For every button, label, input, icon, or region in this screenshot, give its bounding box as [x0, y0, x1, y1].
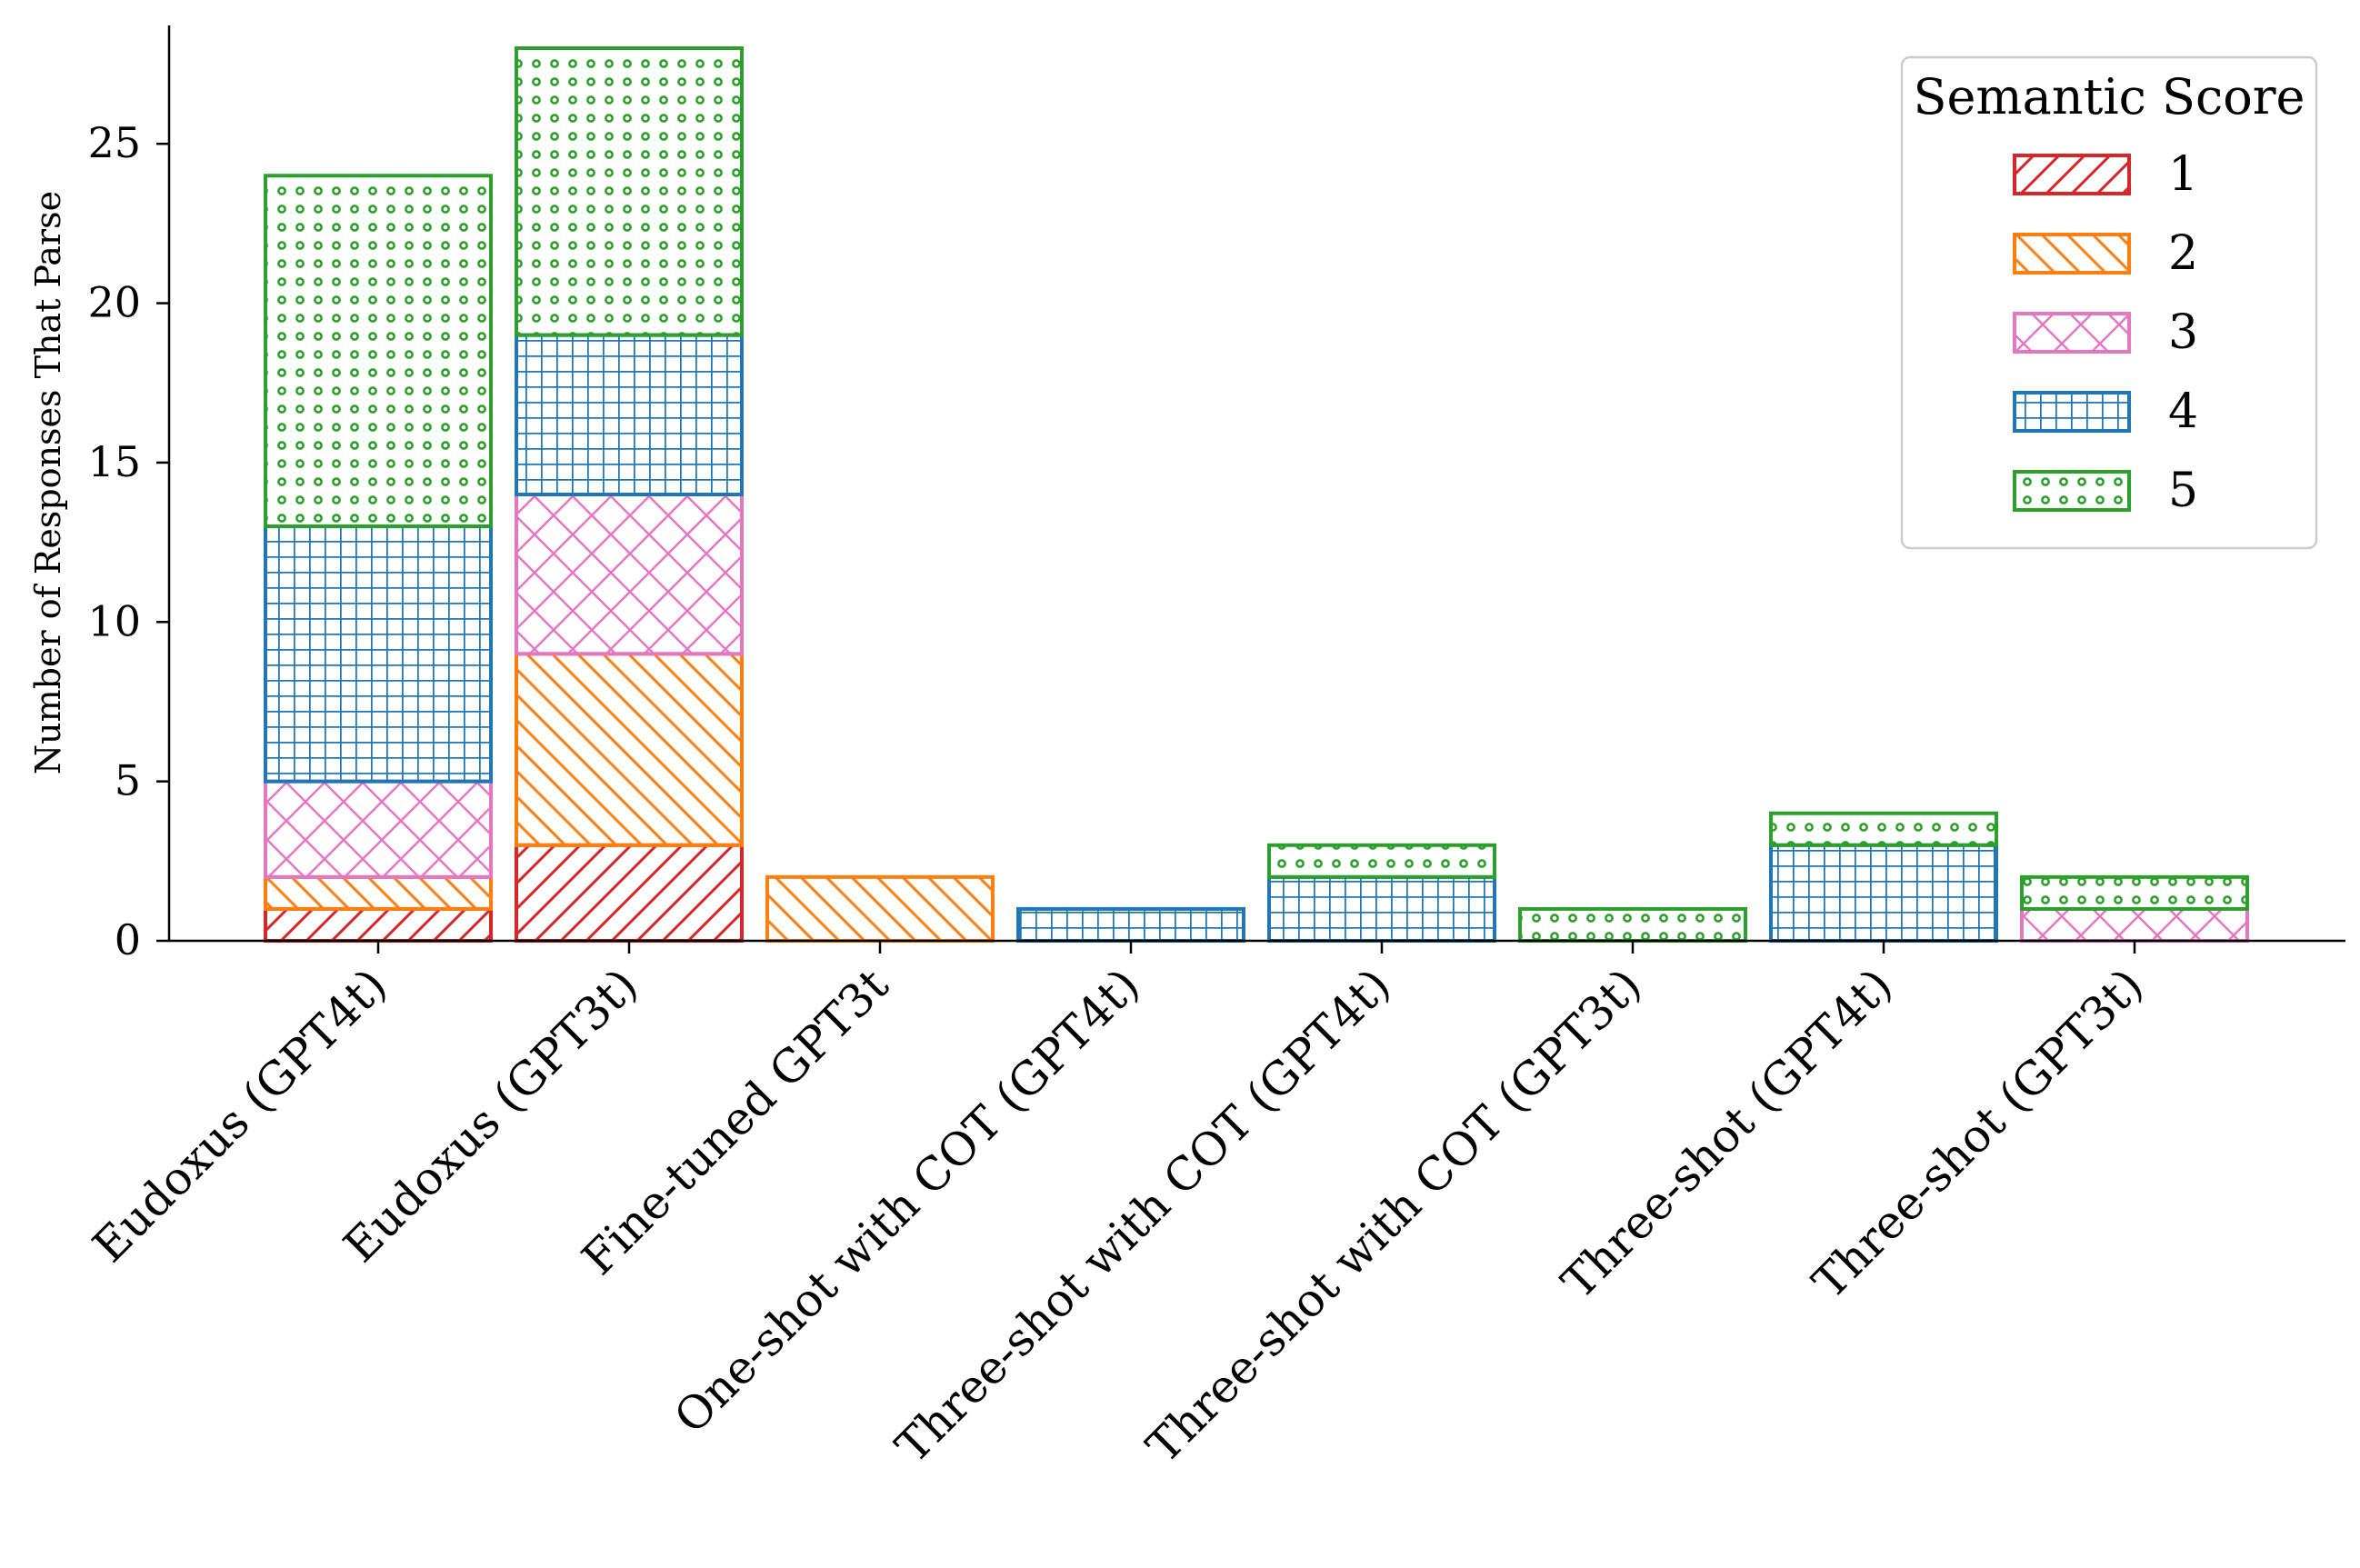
y-axis-label: Number of Responses That Parse	[28, 191, 68, 774]
bar-three-shot-gpt4t-score-5	[1769, 811, 1998, 847]
bar-three-shot-with-cot-gpt4t-score-4	[1267, 874, 1496, 944]
legend-frame	[1900, 55, 2318, 550]
legend-swatch-3	[2013, 312, 2131, 354]
legend-swatch-1	[2013, 154, 2131, 195]
bar-fine-tuned-gpt3t-score-2	[765, 874, 995, 944]
bar-eudoxus-gpt3t-score-5	[515, 45, 744, 337]
legend-label-4: 4	[2168, 385, 2198, 439]
y-tick-label: 25	[87, 118, 141, 167]
legend-label-1: 1	[2168, 147, 2198, 202]
legend-swatch-5	[2013, 470, 2131, 512]
legend-label-2: 2	[2168, 226, 2198, 281]
bar-three-shot-with-cot-gpt4t-score-5	[1267, 843, 1496, 879]
x-ticks: Eudoxus (GPT4t)Eudoxus (GPT3t)Fine-tuned…	[83, 941, 2153, 1473]
legend-label-3: 3	[2168, 305, 2198, 360]
bars-group	[264, 45, 2249, 944]
x-tick-label: Three-shot with COT (GPT3t)	[1136, 958, 1651, 1473]
y-tick-label: 0	[115, 915, 141, 964]
bar-eudoxus-gpt4t-score-3	[264, 779, 493, 879]
y-tick-label: 5	[115, 756, 141, 805]
bar-three-shot-gpt4t-score-4	[1769, 843, 1998, 944]
bar-one-shot-with-cot-gpt4t-score-4	[1016, 906, 1245, 943]
y-tick-label: 20	[87, 278, 141, 327]
x-tick-label: One-shot with COT (GPT4t)	[665, 958, 1150, 1443]
bar-eudoxus-gpt3t-score-2	[515, 652, 744, 847]
bar-eudoxus-gpt3t-score-4	[515, 333, 744, 496]
bar-eudoxus-gpt4t-score-2	[264, 874, 493, 911]
bar-eudoxus-gpt4t-score-1	[264, 906, 493, 943]
bar-eudoxus-gpt3t-score-3	[515, 492, 744, 656]
legend: Semantic Score 1 2 3 4 5	[1900, 55, 2318, 550]
bar-eudoxus-gpt4t-score-4	[264, 524, 493, 784]
legend-swatch-2	[2013, 233, 2131, 275]
bar-eudoxus-gpt3t-score-1	[515, 843, 744, 944]
bar-three-shot-gpt3t-score-3	[2020, 906, 2249, 943]
y-tick-label: 10	[87, 596, 141, 645]
legend-title: Semantic Score	[1913, 68, 2305, 125]
bar-three-shot-with-cot-gpt3t-score-5	[1518, 906, 1747, 943]
legend-swatch-4	[2013, 391, 2131, 433]
legend-entries: 1 2 3 4 5	[2013, 147, 2198, 518]
legend-label-5: 5	[2168, 464, 2198, 518]
bar-eudoxus-gpt4t-score-5	[264, 174, 493, 529]
y-ticks: 0 5 10 15 20 25	[87, 118, 169, 964]
x-tick-label: Three-shot with COT (GPT4t)	[885, 958, 1400, 1473]
y-tick-label: 15	[87, 437, 141, 486]
bar-three-shot-gpt3t-score-5	[2020, 874, 2249, 911]
